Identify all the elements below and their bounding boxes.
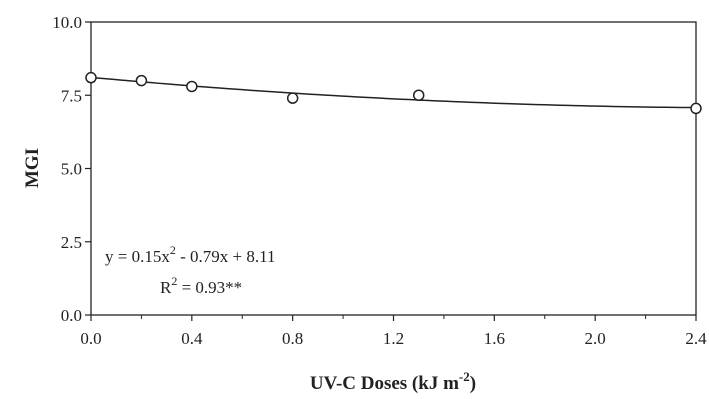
x-tick-label: 1.2 xyxy=(383,329,404,348)
equation-annotation: y = 0.15x2 - 0.79x + 8.11 xyxy=(105,243,275,266)
x-tick-label: 2.0 xyxy=(585,329,606,348)
plot-area xyxy=(90,21,697,316)
x-tick-label: 1.6 xyxy=(484,329,505,348)
x-tick-label: 2.4 xyxy=(685,329,707,348)
y-tick-label: 2.5 xyxy=(61,233,82,252)
y-tick-label: 5.0 xyxy=(61,160,82,179)
r-squared-annotation: R2 = 0.93** xyxy=(160,274,242,297)
data-point xyxy=(85,71,97,84)
data-point xyxy=(135,74,148,87)
trend-line xyxy=(90,76,697,109)
y-tick-label: 0.0 xyxy=(61,306,82,325)
data-points xyxy=(85,71,702,115)
data-point xyxy=(286,92,299,104)
data-point xyxy=(690,102,702,115)
y-axis-title: MGI xyxy=(22,148,43,188)
x-axis-title: UV-C Doses (kJ m-2) xyxy=(310,369,476,394)
y-tick-label: 7.5 xyxy=(61,86,82,105)
x-tick-label: 0.8 xyxy=(282,329,303,348)
data-point xyxy=(412,89,425,101)
y-tick-label: 10.0 xyxy=(52,13,82,32)
x-tick-label: 0.4 xyxy=(181,329,203,348)
y-axis-ticks: 0.0 2.5 5.0 7.5 10.0 xyxy=(52,13,91,325)
x-axis-ticks: 0.0 0.4 0.8 1.2 1.6 2.0 2.4 xyxy=(80,315,707,348)
data-point xyxy=(186,80,198,93)
x-tick-label: 0.0 xyxy=(80,329,101,348)
